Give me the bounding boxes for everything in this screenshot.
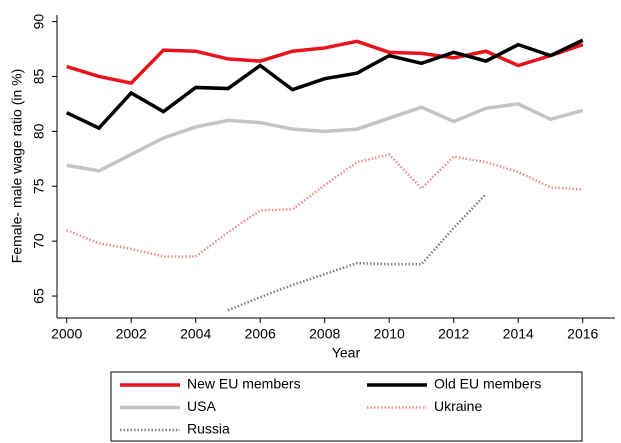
legend-label: USA xyxy=(187,398,216,414)
y-tick-label: 90 xyxy=(31,14,47,30)
legend-box xyxy=(110,371,583,442)
x-tick-label: 2012 xyxy=(438,326,469,342)
y-tick-label: 70 xyxy=(31,233,47,249)
x-tick-label: 2008 xyxy=(309,326,340,342)
x-tick-label: 2002 xyxy=(116,326,147,342)
y-tick-label: 65 xyxy=(31,288,47,304)
legend-label: Russia xyxy=(187,421,230,437)
x-tick-label: 2010 xyxy=(374,326,405,342)
legend-label: Ukraine xyxy=(434,398,482,414)
x-axis-title: Year xyxy=(332,345,361,361)
x-tick-label: 2004 xyxy=(180,326,211,342)
legend-label: Old EU members xyxy=(434,376,541,392)
x-tick-label: 2000 xyxy=(51,326,82,342)
x-tick-label: 2006 xyxy=(245,326,276,342)
x-tick-label: 2016 xyxy=(567,326,598,342)
series-line xyxy=(66,39,584,85)
series-line xyxy=(227,193,487,312)
series-line xyxy=(65,38,584,131)
x-tick-label: 2014 xyxy=(503,326,534,342)
y-tick-label: 75 xyxy=(31,178,47,194)
legend-label: New EU members xyxy=(187,376,301,392)
y-axis-title: Female- male wage ratio (in %) xyxy=(9,69,25,264)
series-line xyxy=(66,153,583,258)
y-tick-label: 85 xyxy=(31,68,47,84)
y-tick-label: 80 xyxy=(31,123,47,139)
series-line xyxy=(66,102,584,173)
